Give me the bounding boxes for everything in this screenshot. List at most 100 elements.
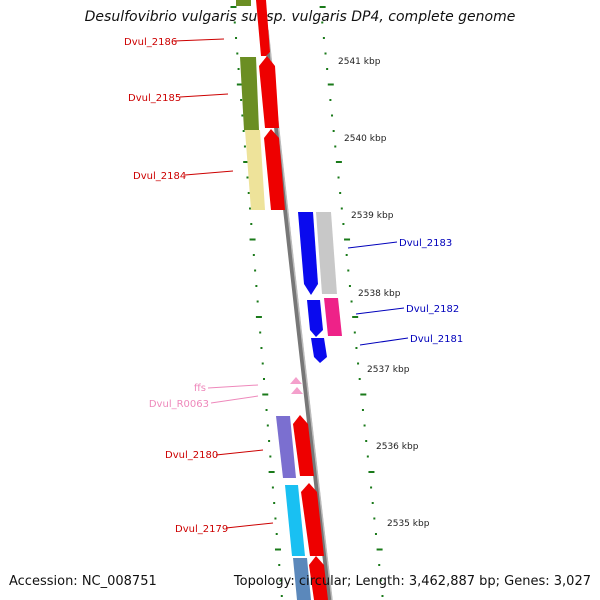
gene-dvul-2185 bbox=[259, 56, 279, 128]
tick-track-inner bbox=[230, 6, 283, 597]
tick-mark bbox=[361, 409, 364, 411]
gene-dvul-2184 bbox=[264, 129, 285, 210]
tick-mark bbox=[255, 285, 258, 287]
tick-mark bbox=[324, 52, 327, 55]
rna-dvul-r0063 bbox=[291, 387, 303, 394]
label-layer: Dvul_2186 Dvul_2185 Dvul_2184 Dvul_2183 Dvul… bbox=[124, 37, 463, 535]
cog-block-green-top bbox=[236, 0, 251, 6]
scale-layer: 2541 kbp 2540 kbp 2539 kbp 2538 kbp 2537 kbp… bbox=[338, 57, 430, 529]
tick-mark bbox=[261, 362, 264, 365]
tick-mark bbox=[256, 300, 259, 303]
tick-mark bbox=[334, 145, 337, 148]
leader-line bbox=[210, 395, 259, 404]
cog-block-khaki-dvul-2184 bbox=[245, 130, 265, 210]
tick-mark bbox=[381, 595, 384, 597]
tick-mark bbox=[278, 564, 281, 566]
gene-label: Dvul_2183 bbox=[399, 238, 452, 249]
gene-label: Dvul_R0063 bbox=[149, 399, 209, 410]
tick-mark bbox=[335, 161, 342, 163]
leader-line bbox=[207, 384, 259, 389]
scale-label: 2540 kbp bbox=[344, 134, 387, 144]
tick-mark bbox=[254, 269, 257, 272]
tick-mark bbox=[266, 424, 269, 427]
tick-mark bbox=[326, 68, 329, 70]
tick-mark bbox=[366, 455, 369, 458]
scale-label: 2537 kbp bbox=[367, 365, 410, 375]
gene-forward-bottom bbox=[309, 556, 328, 600]
tick-mark bbox=[247, 192, 250, 194]
tick-mark bbox=[269, 455, 272, 458]
tick-mark bbox=[350, 300, 353, 303]
tick-mark bbox=[274, 548, 281, 551]
tick-mark bbox=[262, 378, 265, 380]
tick-mark bbox=[368, 471, 375, 473]
scale-label: 2536 kbp bbox=[376, 442, 419, 452]
tick-mark bbox=[255, 316, 262, 318]
tick-mark bbox=[252, 254, 255, 256]
scale-label: 2541 kbp bbox=[338, 57, 381, 67]
tick-mark bbox=[243, 161, 250, 163]
tick-mark bbox=[280, 595, 283, 597]
tick-mark bbox=[241, 114, 244, 117]
tick-mark bbox=[249, 207, 252, 210]
gene-dvul-2181 bbox=[311, 338, 327, 363]
tick-mark bbox=[236, 83, 243, 86]
tick-mark bbox=[340, 207, 343, 210]
tick-mark bbox=[268, 471, 275, 473]
gene-label: Dvul_2184 bbox=[133, 171, 186, 182]
tick-mark bbox=[339, 192, 342, 194]
cog-block-magenta-dvul-2182 bbox=[324, 298, 342, 336]
leader-line bbox=[179, 93, 229, 98]
scale-label: 2538 kbp bbox=[358, 289, 401, 299]
gene-label: ffs bbox=[194, 383, 206, 394]
tick-mark bbox=[355, 347, 358, 349]
tick-mark bbox=[246, 176, 249, 179]
tick-mark bbox=[259, 331, 262, 334]
tick-mark bbox=[275, 533, 278, 535]
tick-mark bbox=[378, 564, 381, 566]
leader-line bbox=[173, 38, 225, 42]
tick-mark bbox=[236, 52, 239, 55]
leader-line bbox=[184, 170, 234, 176]
leader-line bbox=[225, 522, 274, 529]
leader-line bbox=[355, 307, 405, 315]
gene-dvul-2180 bbox=[293, 415, 314, 476]
tick-mark bbox=[376, 548, 383, 551]
tick-mark bbox=[358, 378, 361, 380]
tick-mark bbox=[363, 424, 366, 427]
gene-label: Dvul_2185 bbox=[128, 93, 181, 104]
tick-mark bbox=[260, 347, 263, 349]
tick-mark bbox=[327, 83, 334, 86]
gene-label: Dvul_2179 bbox=[175, 524, 228, 535]
tick-mark bbox=[353, 331, 356, 334]
tick-mark bbox=[357, 362, 360, 365]
tick-mark bbox=[274, 517, 277, 520]
tick-mark bbox=[348, 285, 351, 287]
tick-mark bbox=[233, 21, 236, 24]
tick-mark bbox=[344, 238, 351, 241]
rna-ffs bbox=[290, 377, 302, 384]
tick-mark bbox=[273, 502, 276, 504]
tick-mark bbox=[365, 440, 368, 442]
leader-line bbox=[215, 449, 264, 456]
gene-dvul-2183 bbox=[298, 212, 318, 295]
gene-label: Dvul_2180 bbox=[165, 450, 218, 461]
tick-mark bbox=[249, 238, 256, 241]
gene-label: Dvul_2186 bbox=[124, 37, 177, 48]
tick-mark bbox=[332, 130, 335, 132]
gene-label: Dvul_2182 bbox=[406, 304, 459, 315]
leader-line bbox=[359, 337, 409, 346]
tick-mark bbox=[345, 254, 348, 256]
tick-mark bbox=[265, 409, 268, 411]
cog-block-purple-dvul-2180 bbox=[276, 416, 296, 478]
tick-mark bbox=[342, 223, 345, 225]
tick-mark bbox=[373, 517, 376, 520]
tick-mark bbox=[347, 269, 350, 272]
tick-mark bbox=[319, 6, 326, 8]
cog-block-cyan-dvul-2179 bbox=[285, 485, 305, 556]
tick-mark bbox=[379, 579, 382, 582]
tick-mark bbox=[371, 502, 374, 504]
tick-mark bbox=[322, 37, 325, 39]
tick-mark bbox=[262, 393, 269, 396]
tick-mark bbox=[352, 316, 359, 318]
